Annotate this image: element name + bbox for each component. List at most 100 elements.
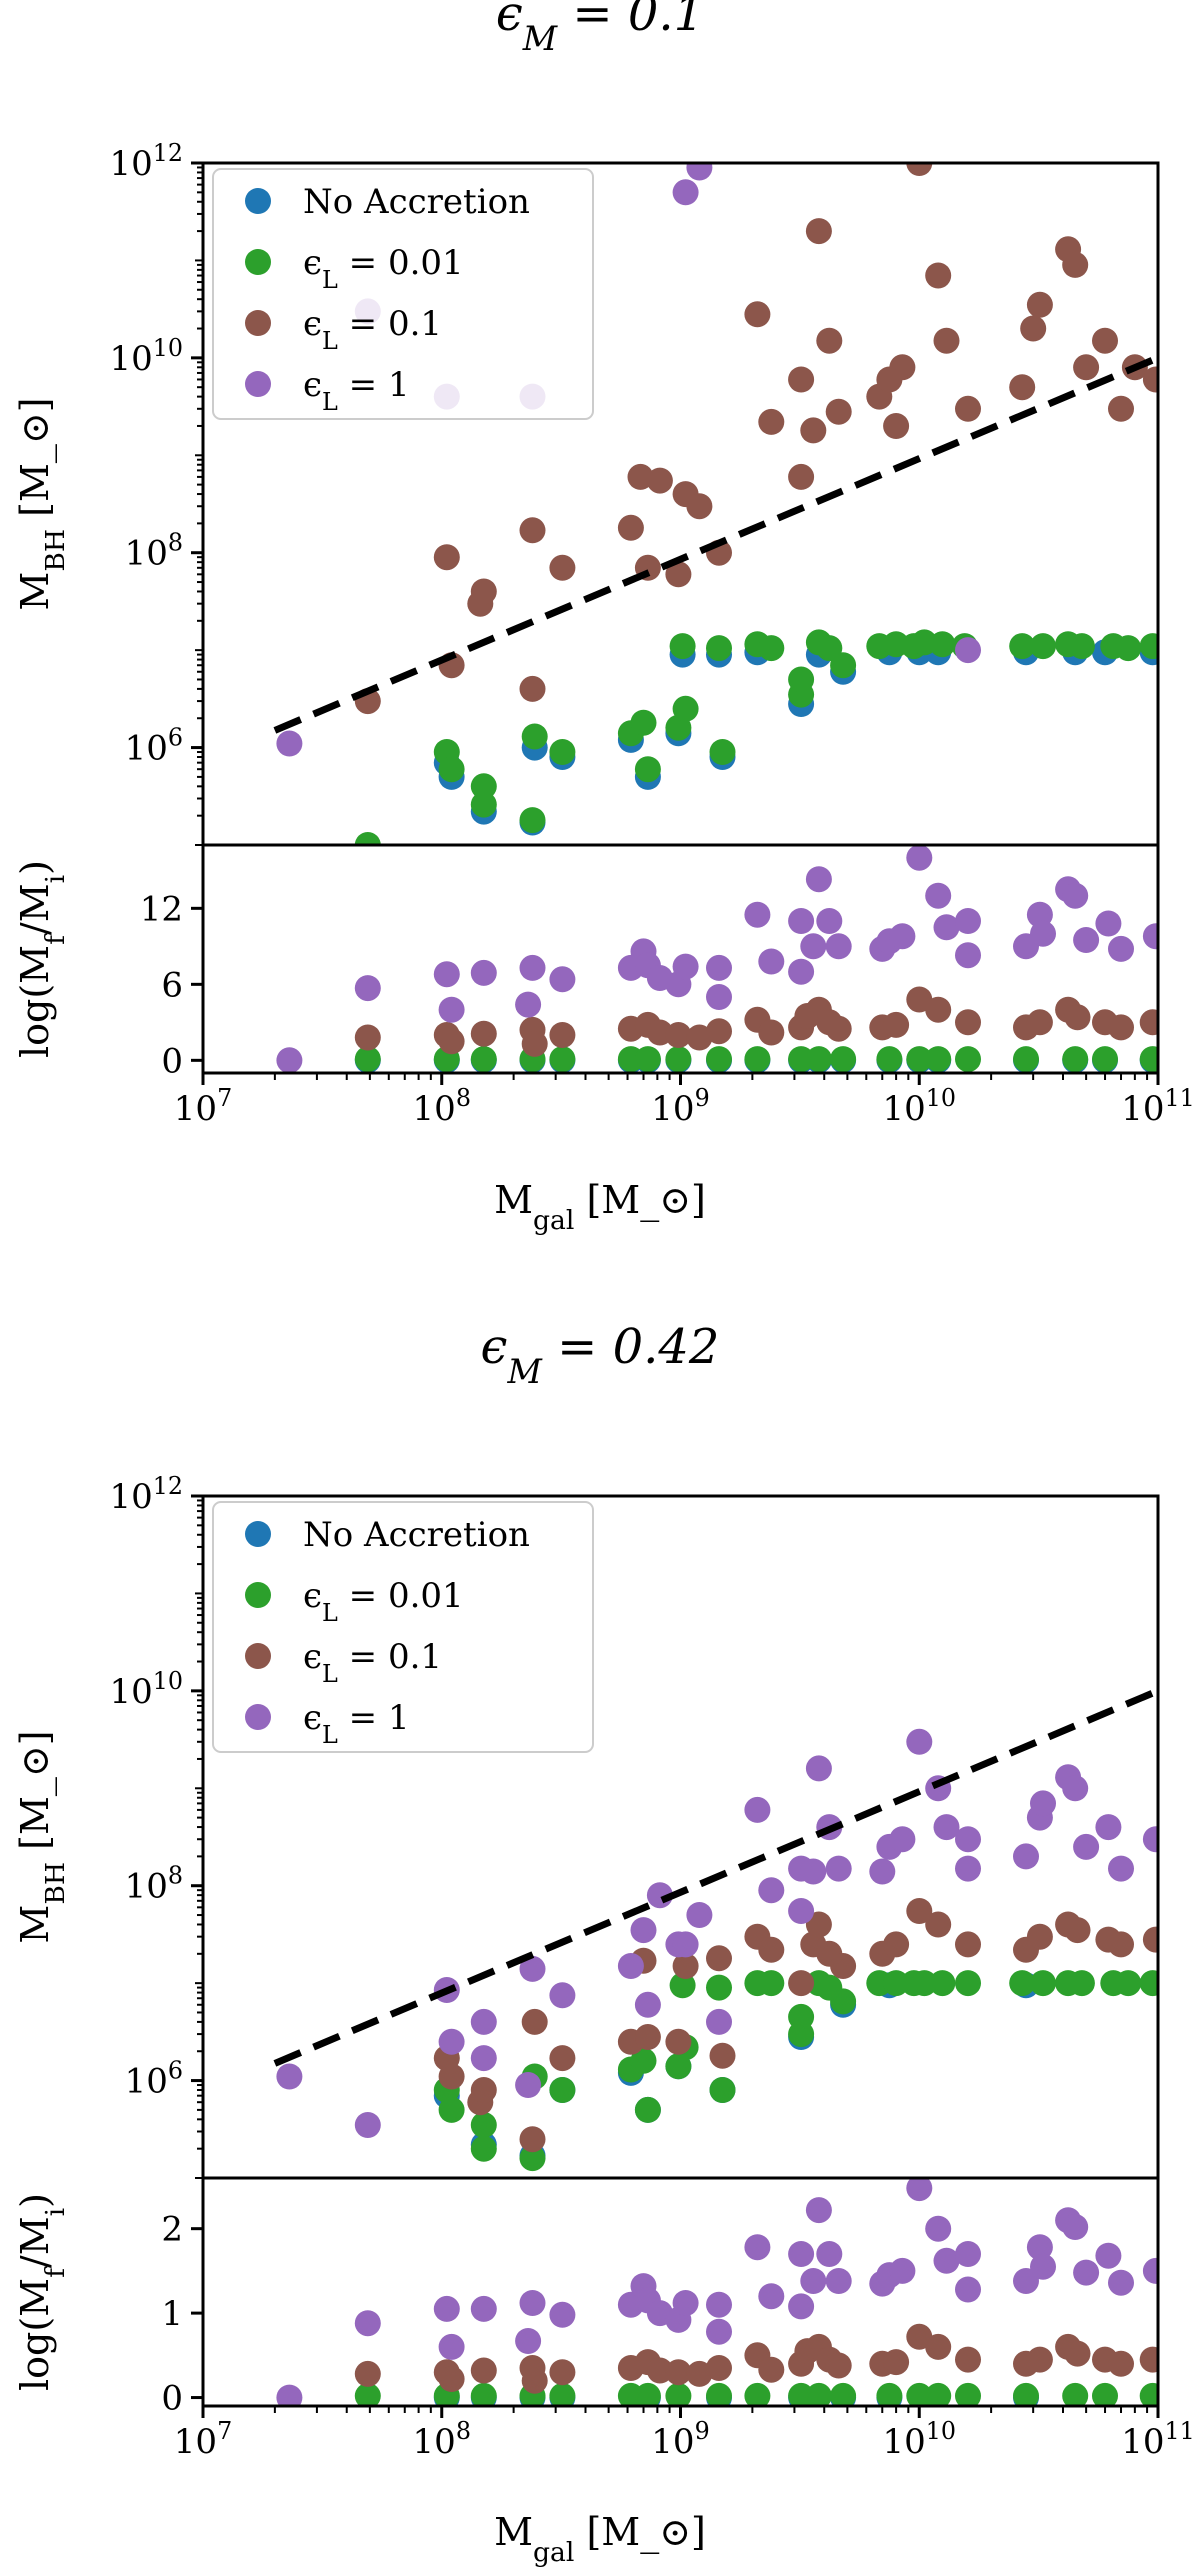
y-tick-label: 1012 [109, 1472, 183, 1517]
data-point [672, 179, 699, 206]
legend-label: ϵL = 1 [303, 1698, 410, 1749]
data-point [1108, 395, 1134, 422]
ratio-point [706, 954, 732, 981]
ratio-point [438, 996, 465, 1023]
ratio-point [354, 975, 381, 1002]
ratio-point [1139, 2346, 1158, 2373]
ratio-point [470, 959, 497, 986]
data-point [929, 631, 956, 658]
data-point [1068, 1970, 1095, 1997]
data-point [925, 262, 952, 289]
legend-label: ϵL = 1 [303, 365, 410, 416]
legend-marker [245, 1704, 271, 1730]
legend-marker [245, 371, 271, 397]
x-tick-label: 108 [413, 1084, 471, 1129]
ratio-point [1108, 2350, 1134, 2377]
data-point [665, 561, 692, 588]
ratio-point [470, 1020, 497, 1047]
data-point [519, 2126, 546, 2153]
data-point [709, 2077, 736, 2103]
data-point [955, 395, 981, 422]
ratio-point [1142, 923, 1158, 950]
data-point [883, 413, 910, 439]
data-point [800, 1858, 827, 1885]
x-tick-label: 1010 [882, 2417, 956, 2462]
ratio-point [1073, 2259, 1100, 2286]
data-point [1062, 251, 1089, 278]
data-point [669, 1972, 696, 1999]
ratio-point [519, 954, 546, 981]
chart-title: ϵM = 0.42 [481, 1319, 720, 1391]
ratio-point [955, 942, 981, 969]
ratio-point [830, 1046, 857, 1073]
ratio-point [1064, 1004, 1091, 1031]
ratio-point [1092, 1046, 1118, 1073]
ratio-point [805, 2197, 832, 2224]
data-point [816, 327, 843, 354]
data-point [549, 2045, 576, 2072]
data-point [669, 633, 696, 660]
ratio-point [744, 2382, 771, 2406]
data-point [1142, 366, 1158, 393]
data-point [933, 327, 960, 354]
data-point [470, 2135, 497, 2162]
ratio-point [438, 2333, 465, 2360]
ratio-point [1139, 2382, 1158, 2406]
data-point [883, 1931, 910, 1958]
legend: No Accretion ϵL = 0.01 ϵL = 0.1 ϵL = 1 [212, 168, 594, 420]
data-point [911, 1970, 938, 1997]
ratio-point [906, 845, 933, 871]
data-point [1142, 1926, 1158, 1953]
data-point [634, 2096, 661, 2123]
ratio-point [549, 1022, 576, 1048]
data-point [354, 832, 381, 845]
data-point [470, 578, 497, 605]
ratio-point [706, 1046, 732, 1073]
ratio-point [1095, 910, 1122, 937]
ratio-point [906, 2382, 933, 2406]
data-point [805, 1911, 832, 1938]
data-point [1073, 1833, 1100, 1860]
chart-panel-2: ϵM = 0.42 106 108 1010 1012 0 1 2 107 108 109 1010 1… [13, 1319, 1195, 2568]
ratio-point [1139, 1046, 1158, 1073]
ratio-point [665, 1022, 692, 1048]
data-point [906, 1728, 933, 1755]
legend-marker [245, 1643, 271, 1669]
ratio-point [805, 866, 832, 893]
data-point [709, 739, 736, 765]
y-tick-label: 106 [125, 724, 183, 769]
ratio-point [1108, 935, 1134, 962]
data-point [744, 301, 771, 328]
ratio-point [788, 2293, 815, 2320]
data-point [438, 2063, 465, 2090]
ratio-point [800, 2268, 827, 2294]
ratio-point [906, 2178, 933, 2202]
ratio-point [788, 1046, 815, 1073]
legend-label: ϵL = 0.01 [303, 1576, 464, 1627]
data-point [758, 1877, 785, 1904]
ratio-point [549, 2382, 576, 2406]
ratio-point [1073, 927, 1100, 953]
ratio-point [788, 2241, 815, 2267]
ratio-point [889, 2257, 916, 2284]
ratio-point [1026, 2234, 1053, 2261]
data-point [1009, 374, 1036, 401]
data-point [470, 791, 497, 818]
ratio-point [634, 1046, 661, 1073]
x-tick-label: 1010 [882, 1084, 956, 1129]
ratio-point [470, 2295, 497, 2322]
data-point [549, 554, 576, 581]
ratio-point [354, 2360, 381, 2387]
ratio-point [955, 908, 981, 934]
ratio-point [672, 2290, 699, 2316]
ratio-point [686, 1024, 713, 1051]
data-point [549, 2077, 576, 2103]
data-point [906, 1898, 933, 1924]
ratio-point [1062, 1046, 1089, 1073]
data-point [672, 1953, 699, 1979]
ratio-point [549, 2301, 576, 2328]
ratio-point [470, 2382, 497, 2406]
legend-label: ϵL = 0.1 [303, 1637, 442, 1688]
data-point [1095, 1814, 1122, 1841]
data-point [634, 2024, 661, 2050]
